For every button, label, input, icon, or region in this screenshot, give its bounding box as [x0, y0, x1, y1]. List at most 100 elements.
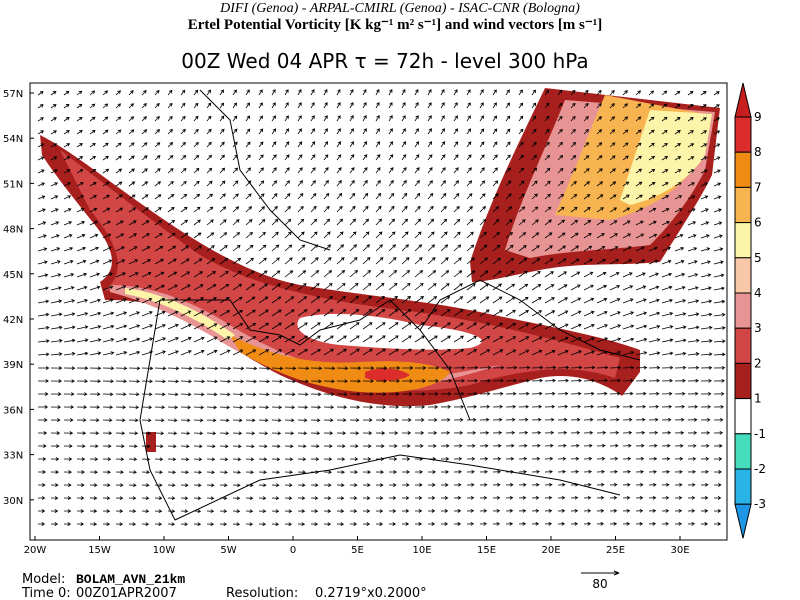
wind-arrow [531, 89, 536, 96]
wind-arrow [258, 457, 268, 462]
wind-arrow [180, 444, 190, 449]
wind-arrow [596, 89, 602, 96]
wind-arrow [375, 115, 380, 122]
wind-arrow [128, 207, 137, 213]
wind-arrow [583, 521, 592, 526]
wind-arrow [76, 246, 87, 252]
wind-arrow [713, 404, 725, 409]
wind-arrow [479, 309, 490, 317]
wind-arrow [518, 391, 530, 396]
wind-arrow [479, 336, 491, 343]
wind-arrow [453, 128, 458, 135]
wind-arrow [271, 218, 279, 226]
wind-arrow [440, 89, 445, 96]
wind-arrow [544, 128, 550, 135]
wind-arrow [414, 431, 425, 435]
wind-arrow [622, 207, 631, 213]
wind-arrow [388, 244, 396, 252]
wind-arrow [128, 311, 140, 317]
wind-arrow [635, 351, 648, 356]
wind-arrow [284, 180, 291, 187]
wind-arrow [38, 379, 49, 383]
wind-arrow [402, 457, 411, 461]
wind-arrow [206, 349, 218, 356]
wind-arrow [102, 509, 111, 514]
wind-arrow [518, 417, 529, 422]
wind-arrow [570, 89, 576, 96]
wind-arrow [349, 295, 360, 304]
wind-arrow [466, 482, 475, 487]
wind-arrow [336, 180, 342, 187]
wind-arrow [232, 483, 241, 488]
wind-arrow [63, 444, 73, 448]
wind-arrow [232, 336, 244, 343]
wind-arrow [453, 378, 465, 383]
wind-arrow [505, 167, 512, 174]
wind-arrow [713, 326, 726, 330]
wind-arrow [219, 283, 230, 291]
lat-label: 54N [3, 134, 23, 145]
wind-arrow [63, 522, 72, 526]
wind-arrow [427, 322, 438, 330]
wind-arrow [700, 286, 712, 291]
wind-arrow [297, 496, 306, 501]
wind-arrow [440, 257, 449, 265]
pv-band-inner [60, 150, 620, 391]
wind-arrow [349, 257, 358, 265]
wind-arrow [713, 496, 722, 500]
wind-arrow [648, 391, 660, 396]
wind-arrow [700, 208, 709, 213]
wind-arrow [154, 233, 163, 239]
wind-arrow [557, 167, 564, 174]
wind-arrow [323, 102, 328, 109]
wind-arrow [310, 296, 321, 304]
wind-arrow [245, 496, 254, 501]
wind-arrow [402, 496, 410, 500]
wind-arrow [141, 181, 149, 187]
wind-arrow [596, 271, 607, 278]
wind-arrow [466, 102, 471, 109]
wind-arrow [622, 430, 633, 435]
wind-arrow [50, 405, 62, 409]
wind-arrow [258, 431, 269, 436]
wind-arrow [297, 470, 306, 475]
wind-arrow [583, 482, 592, 487]
wind-arrow [89, 246, 99, 252]
wind-arrow [557, 417, 568, 422]
wind-arrow [258, 218, 266, 226]
wind-arrow [505, 257, 515, 265]
wind-arrow [362, 483, 371, 487]
wind-arrow [38, 457, 47, 461]
wind-arrow [50, 169, 58, 174]
wind-arrow [570, 258, 580, 265]
wind-arrow [596, 194, 604, 200]
wind-arrow [206, 310, 218, 317]
reference-arrow-head [613, 570, 620, 576]
lon-label: 0 [290, 545, 296, 556]
wind-arrow [115, 103, 122, 109]
wind-arrow [219, 245, 228, 252]
wind-arrow [219, 102, 225, 109]
wind-arrow [38, 431, 48, 435]
wind-arrow [50, 392, 62, 396]
wind-arrow [713, 208, 722, 213]
wind-arrow [596, 116, 602, 122]
header-line2: Ertel Potential Vorticity [K kg⁻¹ m² s⁻¹… [188, 17, 603, 33]
wind-arrow [518, 245, 527, 252]
wind-arrow [453, 270, 463, 278]
wind-arrow [50, 130, 57, 135]
wind-arrow [388, 102, 393, 109]
lon-label: 25E [606, 545, 625, 556]
wind-arrow [271, 309, 282, 317]
wind-arrow [323, 366, 336, 371]
wind-arrow [388, 167, 394, 174]
wind-arrow [492, 309, 503, 317]
wind-arrow [115, 207, 124, 213]
wind-arrow [76, 379, 88, 384]
wind-arrow [648, 207, 657, 213]
wind-arrow [89, 392, 101, 397]
wind-arrow [479, 495, 488, 500]
wind-arrow [518, 365, 531, 370]
wind-arrow [453, 167, 459, 174]
wind-arrow [531, 417, 542, 422]
